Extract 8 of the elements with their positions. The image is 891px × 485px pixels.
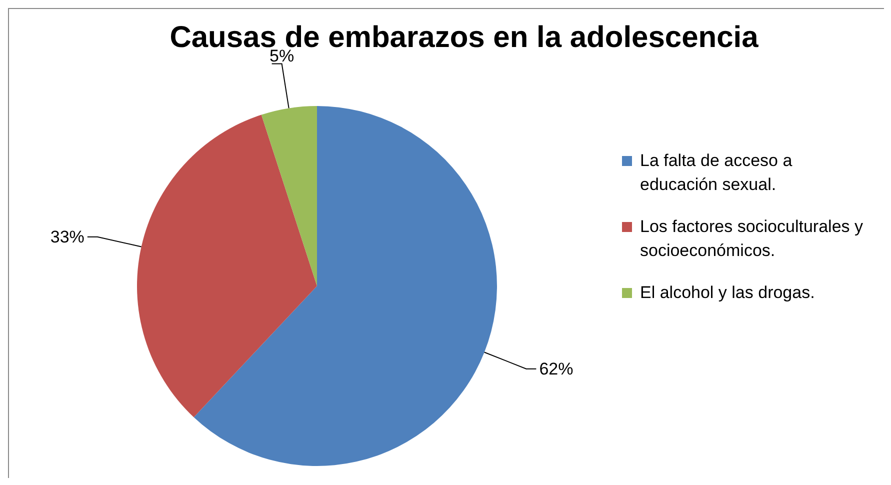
- legend-label: La falta de acceso a educación sexual.: [640, 150, 794, 196]
- data-label: 62%: [539, 359, 574, 378]
- data-label: 33%: [50, 227, 84, 246]
- pie-slice: [261, 106, 317, 286]
- pie-slice: [194, 106, 497, 466]
- legend-label: Los factores socioculturales y socioeconómicos.: [640, 216, 864, 262]
- legend-label: El alcohol y las drogas.: [640, 282, 815, 304]
- pie-slice: [137, 114, 317, 418]
